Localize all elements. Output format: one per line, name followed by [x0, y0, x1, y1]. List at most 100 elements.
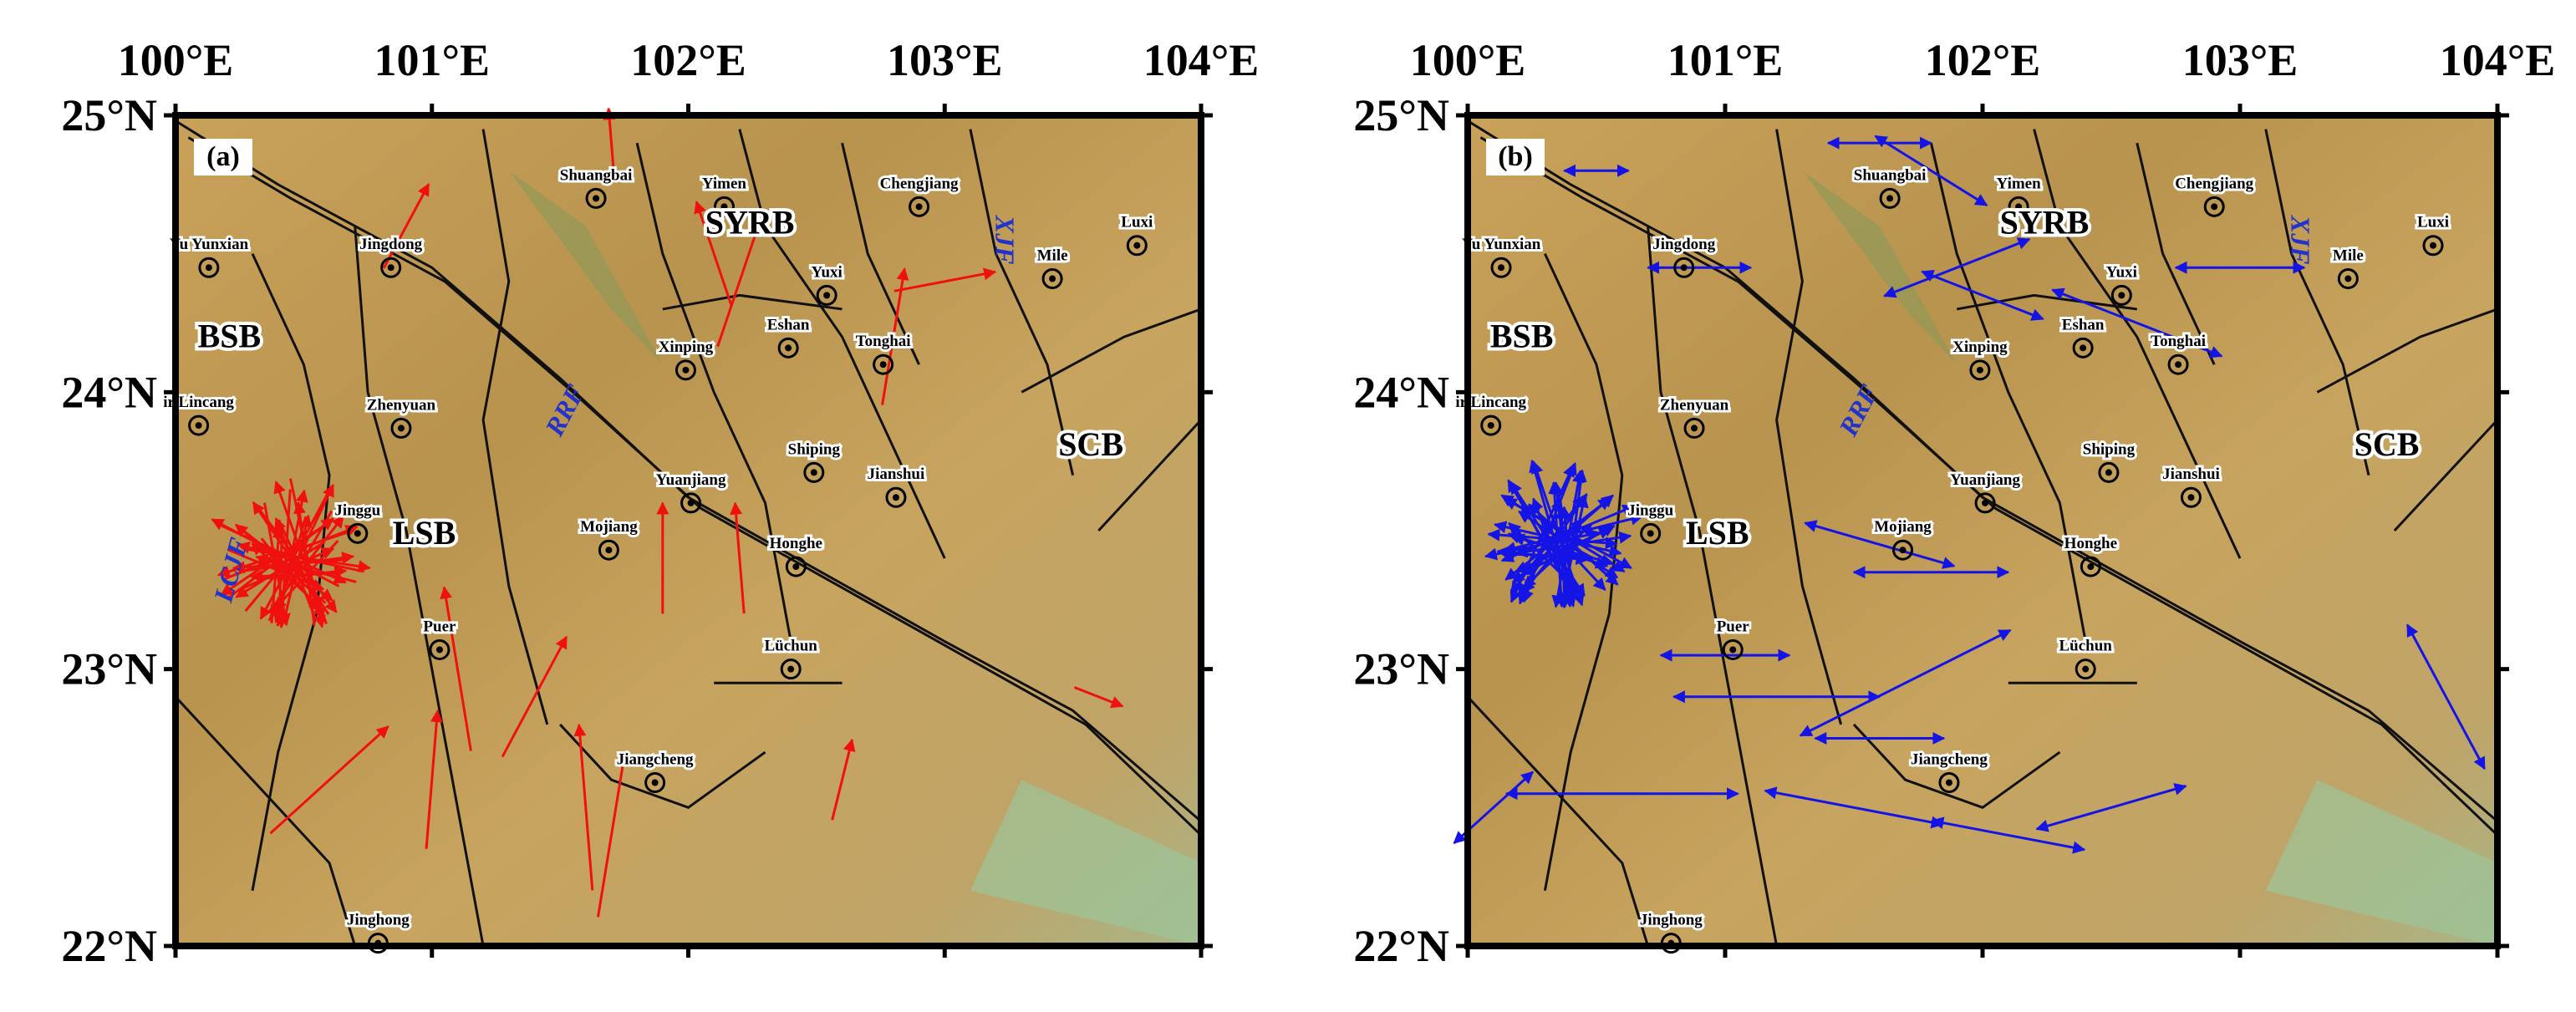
city-marker: [2075, 659, 2096, 680]
city-dot: [810, 469, 817, 476]
region-label: BSB: [198, 318, 262, 355]
city-marker: [1974, 492, 1996, 514]
stress-arrow: [282, 514, 313, 624]
relief: [1802, 170, 1957, 365]
city-marker: [675, 359, 696, 381]
stress-arrow: [2035, 783, 2187, 832]
x-axis-label: 101°E: [1667, 35, 1784, 85]
city-dot: [195, 422, 202, 430]
city-label: Mile: [1037, 247, 1068, 264]
x-axis-label: 100°E: [1410, 35, 1526, 85]
panel-label: (b): [1498, 141, 1533, 172]
stress-arrow: [730, 501, 746, 614]
fault-line: [1852, 723, 2061, 810]
city-marker: [885, 486, 907, 508]
city-dot: [435, 646, 443, 653]
y-axis-label: 24°N: [61, 367, 157, 417]
stress-arrow: [272, 526, 286, 625]
city-dot: [387, 264, 395, 272]
city-label: Jingdong: [1652, 236, 1715, 253]
city-marker: [2167, 353, 2189, 375]
fault-line: [1021, 308, 1202, 394]
city-marker: [1892, 539, 1914, 561]
y-axis-label: 25°N: [61, 90, 157, 140]
city-dot: [682, 366, 690, 374]
city-marker: [2008, 196, 2029, 217]
city-label: Tonghai: [2151, 333, 2206, 350]
stress-arrow: [1931, 816, 2086, 854]
relief: [508, 170, 663, 365]
city-label: Yuanjiang: [1950, 471, 2020, 489]
city-dot: [1886, 195, 1894, 202]
city-dot: [397, 425, 405, 432]
city-marker: [2203, 196, 2225, 217]
x-axis-label: 100°E: [118, 35, 234, 85]
city-label: Jianshui: [2162, 465, 2220, 483]
fault-line: [2393, 419, 2499, 532]
fault-line: [481, 129, 549, 725]
city-dot: [2015, 203, 2023, 211]
relief: [2265, 780, 2497, 946]
city-label: Luxi: [2417, 214, 2449, 231]
city-dot: [1049, 275, 1056, 282]
city-marker: [1126, 235, 1148, 257]
city-dot: [792, 563, 800, 571]
city-label: Mile: [2333, 247, 2364, 264]
city-dot: [1982, 499, 1989, 506]
city-marker: [188, 414, 210, 436]
fault-line: [969, 129, 1075, 476]
city-label: Jinggu: [334, 501, 380, 519]
fault-line: [2264, 129, 2370, 476]
city-label: Honghe: [2064, 535, 2117, 552]
city-dot: [785, 344, 792, 352]
stress-arrow: [244, 537, 307, 613]
city-label: Jiangcheng: [1911, 751, 1988, 769]
y-axis-label: 25°N: [1353, 90, 1449, 140]
city-label: Shuangbai: [560, 166, 633, 184]
city-label: Mojiang: [580, 518, 638, 536]
city-marker: [1938, 772, 1960, 794]
city-marker: [873, 353, 894, 375]
city-marker: [2110, 284, 2132, 306]
stress-arrow: [694, 200, 733, 307]
fault-line: [1097, 419, 1203, 532]
stress-arrow: [227, 548, 325, 591]
city-dot: [651, 779, 659, 786]
city-dot: [915, 203, 923, 211]
region-label: SCB: [1058, 425, 1123, 463]
fault-line: [174, 695, 357, 947]
fault-line: [738, 129, 946, 559]
city-marker: [2072, 337, 2094, 359]
city-label: Eshan: [767, 316, 810, 333]
city-dot: [1498, 264, 1505, 272]
region-label: LSB: [393, 514, 456, 552]
city-label: Shiping: [2083, 440, 2136, 458]
x-axis-label: 102°E: [1925, 35, 2041, 85]
city-dot: [879, 361, 887, 369]
city-marker: [2180, 486, 2202, 508]
stress-arrow: [237, 547, 335, 592]
city-dot: [1680, 264, 1688, 272]
fault-line: [662, 293, 843, 311]
city-dot: [787, 665, 795, 673]
city-dot: [2175, 361, 2182, 369]
city-label: Chengjiang: [2175, 175, 2253, 192]
city-dot: [1899, 547, 1907, 554]
city-label: Yuanjiang: [656, 471, 726, 489]
city-marker: [1480, 414, 1502, 436]
city-label: Shiping: [788, 440, 841, 458]
city-label: Yu Yunxian: [1462, 236, 1541, 253]
map-panel: Shuangbai Yimen Chengjiang Luxi Yu Yunxian Ji…: [1353, 35, 2555, 971]
city-label: Yimen: [702, 175, 747, 192]
stress-arrow: [227, 517, 334, 599]
city-marker: [803, 461, 825, 483]
stress-arrow: [267, 483, 334, 622]
stress-arrow: [573, 723, 594, 891]
region-label: LSB: [1686, 514, 1749, 552]
city-marker: [347, 522, 369, 544]
city-marker: [1041, 267, 1063, 289]
stress-arrow: [242, 547, 371, 573]
city-dot: [720, 203, 728, 211]
y-axis-label: 23°N: [61, 644, 157, 694]
city-marker: [777, 337, 799, 359]
